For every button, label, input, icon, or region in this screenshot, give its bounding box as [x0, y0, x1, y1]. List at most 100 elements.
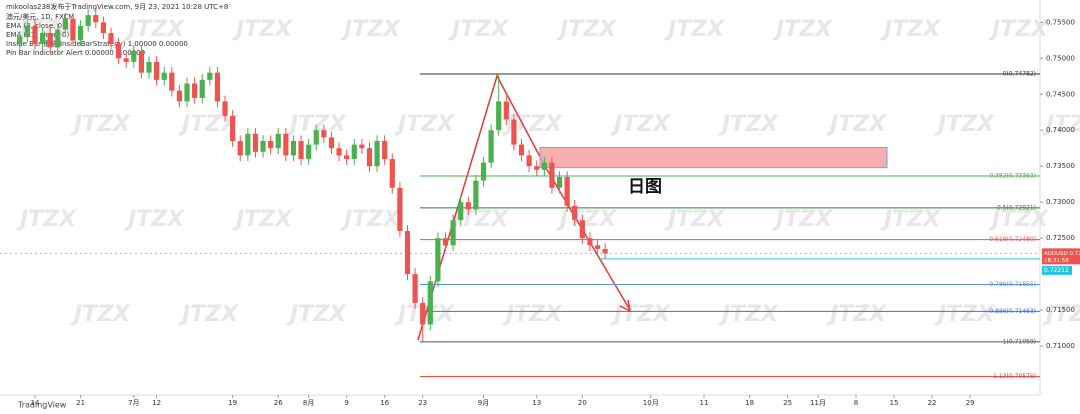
candle-body	[534, 166, 540, 170]
candle-body	[70, 18, 76, 41]
watermark: JTZX	[988, 17, 1049, 42]
x-tick-label: 22	[928, 399, 937, 407]
x-tick-label: 16	[380, 399, 389, 407]
candle-body	[55, 29, 61, 48]
candle-body	[77, 25, 84, 41]
candle-body	[207, 72, 213, 80]
x-tick-label: 8月	[303, 399, 314, 407]
x-tick-label: 11月	[810, 399, 826, 407]
watermark: JTZX	[70, 302, 131, 327]
candle-body	[450, 220, 456, 246]
candle-body	[313, 130, 319, 145]
watermark: JTZX	[556, 17, 617, 42]
watermark: JTZX	[772, 207, 833, 232]
candle-body	[488, 130, 494, 163]
candle-body	[283, 133, 289, 156]
candle-body	[245, 133, 251, 156]
candle-body	[366, 148, 373, 167]
watermark: JTZX	[124, 17, 185, 42]
legend-line: Pin Bar Indicator Alert 0.00000 0.00000	[6, 49, 145, 57]
x-tick-label: 18	[745, 399, 754, 407]
candle-body	[146, 61, 152, 73]
x-tick-label: 12	[152, 399, 161, 407]
candle-body	[260, 141, 266, 152]
brand: TradingView	[17, 401, 67, 410]
x-tick-label: 10月	[643, 399, 659, 407]
countdown: 18:31:58	[1044, 258, 1069, 264]
candle-body	[549, 162, 555, 188]
watermark: JTZX	[934, 302, 995, 327]
y-tick-label: 0.72500	[1046, 234, 1075, 242]
watermark: JTZX	[286, 302, 347, 327]
candle-body	[252, 133, 259, 152]
candle-body	[115, 43, 122, 59]
watermark: JTZX	[880, 17, 941, 42]
candle-body	[290, 141, 297, 156]
candle-body	[176, 90, 183, 102]
watermark: JTZX	[718, 302, 779, 327]
x-tick-label: 14	[31, 399, 40, 407]
candle-body	[24, 25, 30, 37]
watermark: JTZX	[232, 207, 293, 232]
candle-body	[108, 33, 114, 44]
x-tick-label: 13	[532, 399, 541, 407]
candle-body	[32, 25, 38, 44]
watermark: JTZX	[664, 17, 725, 42]
y-tick-label: 0.74000	[1046, 126, 1075, 134]
watermark: JTZX	[16, 207, 77, 232]
last-price-label: AUDUSD 0.72289	[1044, 251, 1080, 257]
candle-body	[480, 162, 487, 181]
candle-body	[458, 202, 464, 221]
watermark: JTZX	[70, 112, 131, 137]
fib-label: 0(0.74782)	[1003, 70, 1036, 77]
fib-label: 1(0.71059)	[1003, 338, 1036, 345]
y-tick-label: 0.75000	[1046, 54, 1075, 62]
candle-body	[412, 274, 418, 303]
watermark: JTZX	[718, 112, 779, 137]
ref-price-label: 0.72212	[1044, 267, 1069, 274]
x-tick-label: 11	[700, 399, 709, 407]
candle-body	[154, 61, 160, 80]
watermark: JTZX	[556, 207, 617, 232]
candle-body	[268, 141, 274, 149]
candle-body	[572, 205, 578, 221]
candle-body	[427, 281, 433, 325]
candle-body	[93, 15, 99, 23]
header: mikoolas238发布于TradingView.com, 9月 23, 20…	[6, 2, 228, 11]
x-tick-label: 25	[783, 399, 792, 407]
x-tick-label: 23	[418, 399, 427, 407]
candle-body	[298, 141, 304, 160]
candle-body	[39, 33, 46, 44]
candle-body	[161, 72, 167, 80]
legend-line: 澳元/美元, 1D, FXCM	[6, 12, 74, 21]
candle-body	[214, 72, 221, 102]
watermark: JTZX	[340, 207, 401, 232]
watermark: JTZX	[1042, 302, 1080, 327]
watermark: JTZX	[826, 112, 887, 137]
watermark: JTZX	[826, 302, 887, 327]
candle-body	[404, 230, 411, 275]
candle-body	[336, 148, 342, 156]
watermark: JTZX	[340, 17, 401, 42]
fib-label: 0.886(0.71483)	[989, 308, 1036, 315]
candle-body	[222, 101, 228, 116]
candle-body	[587, 238, 593, 246]
legend-line: EMA (21, close, 0)	[6, 31, 69, 39]
candle-body	[85, 15, 91, 26]
candle-body	[564, 176, 570, 206]
y-tick-label: 0.71000	[1046, 342, 1075, 350]
x-tick-label: 15	[890, 399, 899, 407]
candle-body	[511, 119, 517, 145]
candle-body	[420, 302, 426, 325]
candle-body	[230, 115, 236, 142]
candle-body	[473, 180, 479, 210]
candle-body	[192, 83, 198, 98]
x-tick-label: 9	[344, 399, 348, 407]
watermark: JTZX	[124, 207, 185, 232]
candle-body	[328, 137, 335, 149]
candle-body	[602, 248, 608, 254]
candle-body	[556, 176, 563, 188]
candle-body	[169, 72, 175, 91]
